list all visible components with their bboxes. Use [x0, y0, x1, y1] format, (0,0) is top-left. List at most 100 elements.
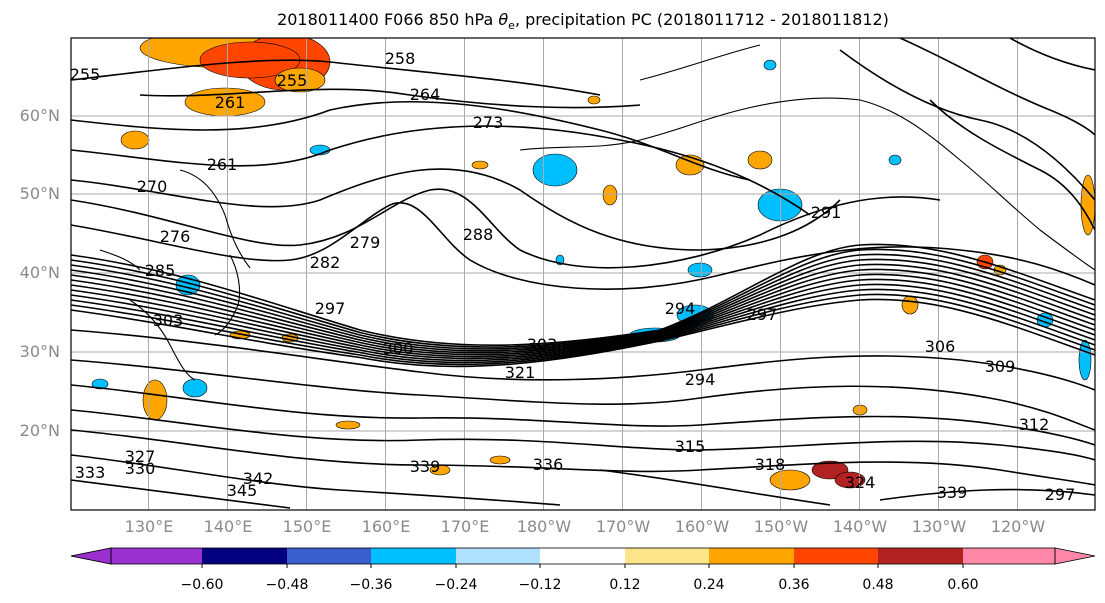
- lon-label: 170°E: [440, 517, 490, 536]
- theta-e-contour: [71, 253, 1095, 350]
- theta-e-contour: [71, 125, 811, 216]
- precipitation-shading-layer: [91, 38, 1095, 491]
- colorbar-tick-label: 0.60: [947, 577, 979, 593]
- contour-label: 297: [1045, 485, 1076, 504]
- lat-label: 30°N: [19, 342, 60, 361]
- contour-label: 315: [675, 437, 706, 456]
- theta-e-contour: [879, 488, 1095, 501]
- contour-label: 309: [985, 357, 1016, 376]
- coastline: [639, 44, 761, 81]
- colorbar-tick-label: 0.24: [693, 577, 725, 593]
- theta-e-contour: [71, 359, 1095, 431]
- theta-e-contour: [71, 168, 841, 251]
- lon-label: 150°E: [282, 517, 332, 536]
- colorbar-segment: [878, 548, 963, 564]
- theta-e-contour: [899, 38, 1095, 136]
- contour-label: 345: [227, 481, 258, 500]
- theta-e-contour: [71, 268, 1095, 356]
- coastline-layer: [99, 44, 1095, 381]
- precip-blob: [888, 154, 902, 166]
- theta-e-contour: [71, 258, 1095, 352]
- theta-e-contour: [71, 429, 1095, 486]
- map-plot-area: 255 258 264 261 255 273 276 270 261 279 282 285 297 2…: [71, 38, 1095, 510]
- contour-label: 282: [310, 253, 341, 272]
- coastline: [214, 254, 241, 336]
- precip-blob: [834, 471, 866, 489]
- precip-blob: [142, 379, 168, 421]
- precip-blob: [274, 67, 326, 93]
- contour-label: 285: [145, 261, 176, 280]
- colorbar-segment: [111, 548, 202, 564]
- contour-label: 327: [125, 447, 156, 466]
- lat-label: 60°N: [19, 106, 60, 125]
- theta-subscript: e: [508, 19, 515, 33]
- theta-e-contour: [71, 288, 1095, 364]
- precip-blob: [687, 262, 713, 278]
- contour-label: 258: [385, 49, 416, 68]
- contour-label: 303: [153, 311, 184, 330]
- theta-e-contour: [71, 384, 1095, 446]
- precip-blob: [602, 184, 618, 206]
- colorbar-frame: [110, 547, 1056, 565]
- contour-label: 342: [243, 469, 274, 488]
- coastline: [519, 97, 861, 151]
- lon-label: 160°E: [361, 517, 411, 536]
- coastline: [179, 169, 251, 269]
- contour-label: 276: [160, 227, 191, 246]
- contour-label: 339: [410, 457, 441, 476]
- lon-label: 170°W: [595, 517, 651, 536]
- contour-label: 318: [755, 455, 786, 474]
- colorbar-segment: [963, 548, 1055, 564]
- precip-blob: [747, 150, 773, 170]
- contour-label: 339: [937, 483, 968, 502]
- contour-label: 273: [473, 113, 504, 132]
- colorbar-segment: [371, 548, 456, 564]
- contour-label: 324: [845, 473, 876, 492]
- lon-label: 160°W: [674, 517, 730, 536]
- lon-label: 150°W: [753, 517, 809, 536]
- contour-label: 294: [685, 370, 716, 389]
- theta-e-contour: [71, 479, 291, 509]
- contour-label: 300: [383, 339, 414, 358]
- colorbar-tick-label: −0.36: [349, 577, 393, 593]
- contour-label: 297: [315, 299, 346, 318]
- theta-e-contour: [71, 273, 1095, 358]
- title-prefix: 2018011400 F066 850 hPa: [277, 10, 499, 29]
- theta-e-contour: [71, 59, 601, 96]
- theta-e-contour: [929, 99, 1095, 231]
- lat-label: 40°N: [19, 263, 60, 282]
- theta-e-contour: [71, 243, 1095, 347]
- colorbar: [70, 547, 1096, 568]
- lat-label: 50°N: [19, 184, 60, 203]
- theta-e-contour-layer: [71, 38, 1095, 509]
- contour-label: 288: [463, 225, 494, 244]
- theta-e-contour: [71, 202, 1095, 290]
- lon-label: 140°E: [203, 517, 253, 536]
- map-frame: [70, 37, 1096, 511]
- colorbar-segment: [456, 548, 540, 564]
- lon-label: 120°W: [990, 517, 1046, 536]
- contour-label: 303: [527, 335, 558, 354]
- theta-e-contour: [71, 293, 1095, 366]
- theta-e-contour: [71, 454, 561, 506]
- title-suffix: , precipitation PC (2018011712 - 2018011…: [514, 10, 889, 29]
- theta-e-contour: [839, 49, 1095, 201]
- map-title: 2018011400 F066 850 hPa θe, precipitatio…: [0, 10, 1105, 32]
- theta-e-contour: [139, 88, 641, 109]
- colorbar-tick-label: −0.48: [265, 577, 309, 593]
- contour-label: 294: [665, 299, 696, 318]
- precip-blob: [489, 455, 511, 465]
- lat-label: 20°N: [19, 421, 60, 440]
- colorbar-segment: [709, 548, 794, 564]
- colorbar-tick-label: −0.12: [518, 577, 562, 593]
- colorbar-tick-label: 0.48: [862, 577, 894, 593]
- precip-blob: [532, 153, 578, 187]
- theta-e-contour: [71, 409, 1095, 461]
- precip-blob: [182, 378, 208, 398]
- theta-e-contour: [71, 283, 1095, 362]
- contour-label: 261: [207, 155, 238, 174]
- theta-e-contour: [1009, 38, 1095, 71]
- precip-blob: [763, 59, 777, 71]
- colorbar-min-extension-top: [70, 547, 112, 565]
